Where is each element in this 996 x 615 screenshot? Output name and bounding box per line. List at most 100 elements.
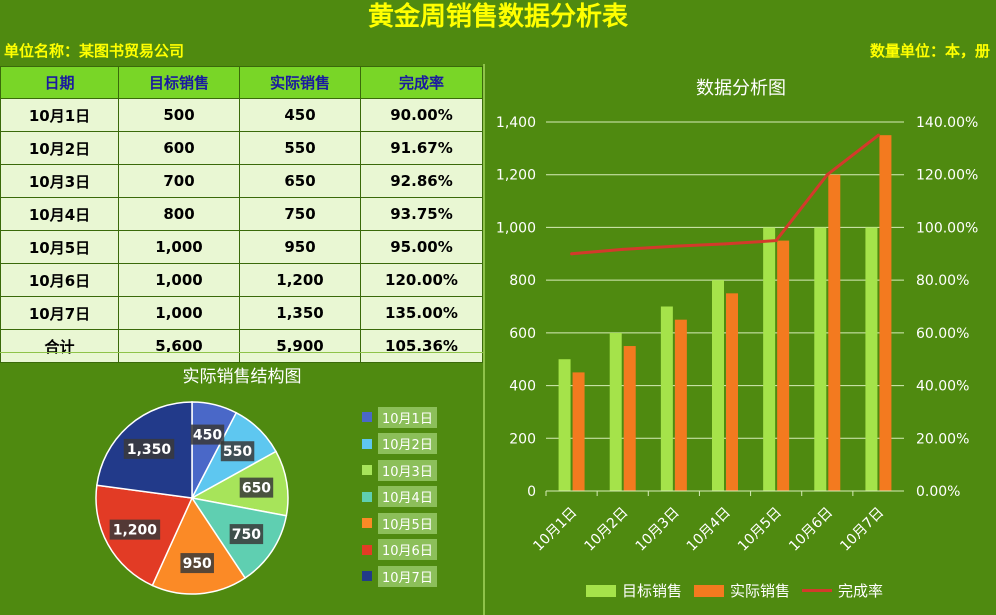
y2-tick-label: 80.00% — [916, 273, 969, 289]
rate-point[interactable] — [570, 252, 574, 256]
pie-slice[interactable] — [151, 496, 247, 595]
table-cell[interactable]: 650 — [239, 164, 361, 198]
y2-tick-label: 100.00% — [916, 220, 978, 236]
pie-legend-item[interactable]: 10月6日 — [362, 537, 437, 564]
bar-target[interactable] — [712, 280, 724, 491]
table-cell[interactable]: 1,350 — [239, 296, 361, 330]
table-cell[interactable]: 750 — [239, 197, 361, 231]
y2-tick-label: 140.00% — [916, 115, 978, 131]
table-cell[interactable]: 5,600 — [118, 329, 240, 363]
pie-label-bg — [123, 438, 175, 459]
table-row: 10月5日 1,000 950 95.00% — [0, 230, 483, 264]
pie-label-bg — [180, 553, 214, 574]
sales-table: 日期 目标销售 实际销售 完成率 10月1日 500 450 90.00% 10… — [0, 66, 483, 363]
table-cell[interactable]: 500 — [118, 98, 240, 132]
table-cell[interactable]: 800 — [118, 197, 240, 231]
pie-label-bg — [109, 519, 161, 540]
table-cell[interactable]: 120.00% — [360, 263, 483, 297]
bar-target[interactable] — [865, 227, 878, 491]
bar-target[interactable] — [763, 227, 776, 491]
pie-legend-item[interactable]: 10月2日 — [362, 431, 437, 458]
bar-actual[interactable] — [879, 135, 892, 491]
table-cell[interactable]: 5,900 — [239, 329, 361, 363]
pie-legend-item[interactable]: 10月1日 — [362, 404, 437, 431]
panel-divider-horizontal — [0, 352, 484, 353]
bar-chart[interactable]: 0 0.00% 200 20.00% 400 40.00% 600 60.00% 800 80.0… — [486, 100, 996, 600]
bar-actual[interactable] — [726, 293, 738, 491]
table-cell[interactable]: 10月5日 — [0, 230, 119, 264]
legend-label: 实际销售 — [730, 582, 791, 600]
rate-point[interactable] — [876, 133, 880, 137]
bar-chart-title: 数据分析图 — [696, 78, 786, 99]
pie-label-bg — [239, 477, 274, 498]
bar-legend: 目标销售 实际销售 完成率 — [586, 580, 895, 601]
legend-label: 目标销售 — [622, 582, 683, 600]
legend-item-actual[interactable]: 实际销售 — [694, 580, 790, 601]
table-cell[interactable]: 10月4日 — [0, 197, 119, 231]
pie-legend-item[interactable]: 10月4日 — [362, 484, 437, 511]
legend-label: 10月4日 — [378, 486, 437, 508]
table-cell[interactable]: 1,200 — [239, 263, 361, 297]
pie-legend-item[interactable]: 10月7日 — [362, 563, 437, 590]
table-cell[interactable]: 合计 — [0, 329, 119, 363]
table-cell[interactable]: 91.67% — [360, 131, 483, 165]
rate-point[interactable] — [672, 244, 676, 248]
y2-tick-label: 120.00% — [916, 168, 978, 184]
table-row: 10月7日 1,000 1,350 135.00% — [0, 296, 483, 330]
x-tick-label: 10月4日 — [684, 505, 734, 555]
legend-swatch — [362, 412, 372, 423]
table-cell[interactable]: 10月2日 — [0, 131, 119, 165]
rate-point[interactable] — [621, 247, 625, 251]
table-cell[interactable]: 93.75% — [360, 197, 483, 231]
pie-data-label: 750 — [232, 527, 261, 543]
bar-actual[interactable] — [777, 240, 790, 491]
header-actual-sales[interactable]: 实际销售 — [239, 66, 361, 99]
bar-actual[interactable] — [674, 319, 687, 491]
table-cell[interactable]: 10月7日 — [0, 296, 119, 330]
table-cell[interactable]: 10月3日 — [0, 164, 119, 198]
table-cell[interactable]: 1,000 — [118, 263, 240, 297]
legend-label: 10月1日 — [378, 406, 437, 428]
header-target-sales[interactable]: 目标销售 — [118, 66, 240, 99]
panel-divider-vertical — [483, 64, 485, 615]
table-cell[interactable]: 92.86% — [360, 164, 483, 198]
table-cell[interactable]: 550 — [239, 131, 361, 165]
table-cell[interactable]: 1,000 — [118, 296, 240, 330]
table-cell[interactable]: 95.00% — [360, 230, 483, 264]
table-cell[interactable]: 600 — [118, 131, 240, 165]
header-completion-rate[interactable]: 完成率 — [360, 66, 483, 99]
x-tick-label: 10月1日 — [530, 505, 580, 555]
table-cell[interactable]: 10月6日 — [0, 263, 119, 297]
pie-legend-item[interactable]: 10月5日 — [362, 510, 437, 537]
bar-target[interactable] — [609, 332, 622, 491]
bar-actual[interactable] — [572, 372, 585, 491]
table-cell[interactable]: 450 — [239, 98, 361, 132]
header-date[interactable]: 日期 — [0, 66, 119, 99]
table-cell[interactable]: 90.00% — [360, 98, 483, 132]
table-cell[interactable]: 135.00% — [360, 296, 483, 330]
y-tick-label: 1,000 — [496, 220, 536, 236]
bar-target[interactable] — [558, 359, 571, 491]
legend-item-target[interactable]: 目标销售 — [586, 580, 682, 601]
rate-point[interactable] — [723, 242, 727, 246]
rate-point[interactable] — [774, 239, 778, 243]
rate-point[interactable] — [825, 173, 829, 177]
pie-legend-item[interactable]: 10月3日 — [362, 457, 437, 484]
bar-actual[interactable] — [828, 174, 841, 491]
bar-target[interactable] — [660, 306, 673, 492]
bar-target[interactable] — [814, 227, 827, 491]
legend-item-rate[interactable]: 完成率 — [802, 580, 883, 601]
x-tick-label: 10月2日 — [582, 505, 632, 555]
bar-actual[interactable] — [623, 346, 636, 491]
pie-label-bg — [229, 524, 264, 545]
legend-label: 10月5日 — [378, 512, 437, 534]
table-cell[interactable]: 700 — [118, 164, 240, 198]
legend-label: 10月6日 — [378, 539, 437, 561]
table-cell[interactable]: 1,000 — [118, 230, 240, 264]
table-cell[interactable]: 950 — [239, 230, 361, 264]
table-cell[interactable]: 105.36% — [360, 329, 483, 363]
table-cell[interactable]: 10月1日 — [0, 98, 119, 132]
quantity-unit-label: 数量单位：本，册 — [869, 42, 990, 60]
y2-tick-label: 20.00% — [916, 431, 969, 447]
